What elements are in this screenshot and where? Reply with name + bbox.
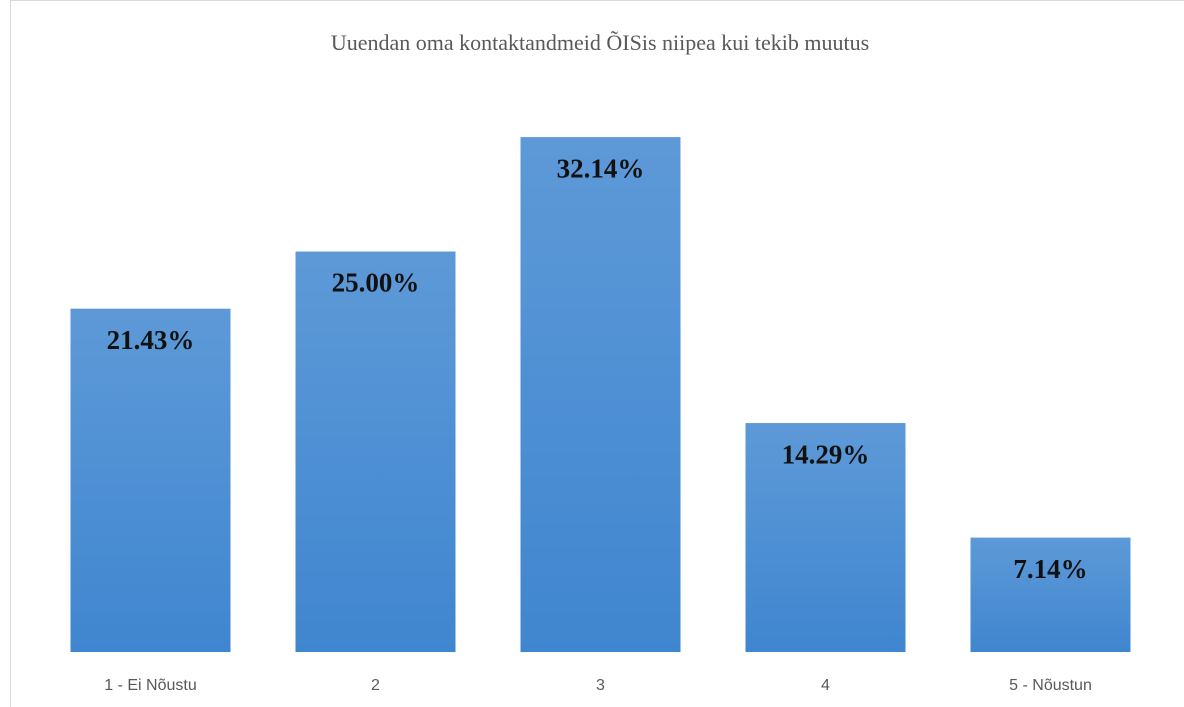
- value-label: 32.14%: [557, 153, 645, 183]
- x-tick-label: 5 - Nõustun: [1009, 677, 1092, 694]
- x-tick-label: 3: [596, 677, 605, 694]
- value-label: 21.43%: [107, 325, 195, 355]
- bar-shade: [520, 137, 681, 653]
- x-tick-label: 1 - Ei Nõustu: [104, 677, 196, 694]
- chart-title: Uuendan oma kontaktandmeid ÕISis niipea …: [331, 30, 869, 55]
- bar-shade: [970, 537, 1131, 652]
- x-tick-label: 4: [821, 677, 830, 694]
- bar-shade: [295, 251, 456, 652]
- bar-shade: [70, 308, 231, 652]
- value-label: 7.14%: [1013, 554, 1087, 584]
- bar-shade: [745, 423, 906, 652]
- value-label: 25.00%: [332, 268, 420, 298]
- value-label: 14.29%: [782, 439, 870, 469]
- x-tick-label: 2: [371, 677, 380, 694]
